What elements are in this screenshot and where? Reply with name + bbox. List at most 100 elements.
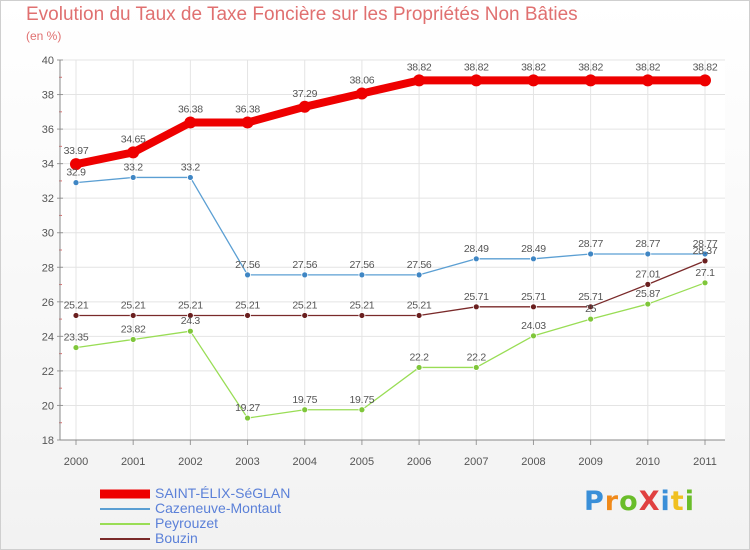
x-tick-label: 2006 xyxy=(407,456,431,468)
y-tick-label: 28 xyxy=(42,262,54,274)
data-label-saint-elix-seglan: 38.82 xyxy=(578,61,603,73)
chart-title: Evolution du Taux de Taxe Foncière sur l… xyxy=(26,4,578,25)
logo-letter: o xyxy=(619,486,639,517)
data-label-bouzin: 27.01 xyxy=(635,268,660,280)
data-point-bouzin xyxy=(72,312,80,319)
data-label-peyrouzet: 25.87 xyxy=(635,288,660,300)
legend-swatch-bouzin xyxy=(100,537,150,540)
data-point-bouzin xyxy=(587,303,595,311)
data-point-cazeneuve-montaut xyxy=(587,250,595,258)
chart-unit-label: (en %) xyxy=(26,29,62,43)
data-label-cazeneuve-montaut: 28.77 xyxy=(693,238,718,250)
data-point-peyrouzet xyxy=(244,414,251,422)
data-point-bouzin xyxy=(301,312,309,319)
data-label-peyrouzet: 19.27 xyxy=(235,402,260,414)
data-label-bouzin: 25.21 xyxy=(121,299,146,311)
data-point-peyrouzet xyxy=(587,315,595,323)
x-tick-label: 2005 xyxy=(350,456,374,468)
data-label-bouzin: 25.21 xyxy=(64,299,89,311)
logo-letter: i xyxy=(660,486,671,517)
data-label-saint-elix-seglan: 38.82 xyxy=(693,61,718,73)
data-label-cazeneuve-montaut: 28.49 xyxy=(464,243,489,255)
logo-letter: X xyxy=(638,486,661,517)
data-point-bouzin xyxy=(644,280,652,288)
data-point-peyrouzet xyxy=(530,332,537,340)
data-point-cazeneuve-montaut xyxy=(701,250,709,258)
data-point-saint-elix-seglan xyxy=(470,74,483,87)
y-tick-label: 18 xyxy=(42,435,54,447)
legend-label-saint-elix-seglan: SAINT-ÉLIX-SéGLAN xyxy=(155,485,291,501)
data-label-saint-elix-seglan: 33.97 xyxy=(64,145,89,157)
legend-label-cazeneuve-montaut: Cazeneuve-Montaut xyxy=(155,500,282,516)
data-point-peyrouzet xyxy=(701,279,709,287)
data-label-saint-elix-seglan: 38.06 xyxy=(350,75,375,87)
data-point-saint-elix-seglan xyxy=(355,87,368,100)
data-point-peyrouzet xyxy=(415,364,423,371)
x-tick-label: 2007 xyxy=(464,456,488,468)
data-label-saint-elix-seglan: 36.38 xyxy=(235,104,260,116)
data-label-peyrouzet: 22.2 xyxy=(409,351,429,363)
data-point-cazeneuve-montaut xyxy=(186,174,194,181)
data-point-saint-elix-seglan xyxy=(527,74,540,87)
x-tick-label: 2008 xyxy=(521,456,545,468)
proxiti-logo: ProXiti xyxy=(584,486,695,517)
legend-swatch-cazeneuve-montaut xyxy=(100,507,150,510)
data-label-cazeneuve-montaut: 27.56 xyxy=(292,259,317,271)
data-label-cazeneuve-montaut: 33.2 xyxy=(124,161,144,173)
data-point-saint-elix-seglan xyxy=(298,100,311,113)
y-tick-label: 24 xyxy=(42,331,54,343)
data-point-saint-elix-seglan xyxy=(699,74,711,87)
data-label-saint-elix-seglan: 38.82 xyxy=(635,61,660,73)
data-label-peyrouzet: 25 xyxy=(585,303,597,315)
x-tick-label: 2004 xyxy=(292,456,316,468)
data-label-saint-elix-seglan: 38.82 xyxy=(407,61,432,73)
series-line-peyrouzet xyxy=(75,282,706,419)
y-tick-label: 30 xyxy=(42,228,54,240)
data-point-cazeneuve-montaut xyxy=(358,271,366,279)
x-tick-label: 2002 xyxy=(178,456,202,468)
data-label-saint-elix-seglan: 38.82 xyxy=(521,61,546,73)
data-label-saint-elix-seglan: 36.38 xyxy=(178,104,203,116)
data-label-cazeneuve-montaut: 27.56 xyxy=(235,259,260,271)
data-point-saint-elix-seglan xyxy=(584,74,597,87)
data-label-cazeneuve-montaut: 28.49 xyxy=(521,243,546,255)
data-label-peyrouzet: 23.35 xyxy=(64,332,89,344)
data-point-peyrouzet xyxy=(644,300,652,308)
data-label-peyrouzet: 19.75 xyxy=(350,394,375,406)
data-label-saint-elix-seglan: 34.65 xyxy=(121,133,146,145)
logo-letter: i xyxy=(684,486,695,517)
logo-letter: r xyxy=(604,486,620,517)
data-label-peyrouzet: 23.82 xyxy=(121,323,146,335)
legend-label-peyrouzet: Peyrouzet xyxy=(155,515,219,531)
y-tick-label: 20 xyxy=(42,400,54,412)
y-tick-label: 38 xyxy=(42,90,54,102)
data-point-cazeneuve-montaut xyxy=(472,255,480,263)
x-tick-label: 2001 xyxy=(121,456,145,468)
data-point-bouzin xyxy=(472,303,480,311)
data-point-saint-elix-seglan xyxy=(127,146,140,159)
data-label-cazeneuve-montaut: 27.56 xyxy=(407,259,432,271)
data-label-bouzin: 25.21 xyxy=(407,299,432,311)
data-point-saint-elix-seglan xyxy=(241,116,254,129)
data-label-cazeneuve-montaut: 28.77 xyxy=(578,238,603,250)
data-label-bouzin: 25.21 xyxy=(292,299,317,311)
plot-area xyxy=(60,60,725,440)
data-point-bouzin xyxy=(186,312,194,319)
line-chart: 18 20 22 24 26 28 30 32 34 36 38 40 2000 2001 2002 2003… xyxy=(42,55,725,468)
series-line-cazeneuve-montaut xyxy=(75,176,705,276)
y-tick-label: 32 xyxy=(42,193,54,205)
y-tick-label: 26 xyxy=(42,297,54,309)
data-point-cazeneuve-montaut xyxy=(301,271,309,279)
data-label-peyrouzet: 22.2 xyxy=(467,351,487,363)
data-point-cazeneuve-montaut xyxy=(530,255,537,263)
y-tick-label: 22 xyxy=(42,366,54,378)
x-tick-label: 2011 xyxy=(693,456,717,468)
logo-letter: t xyxy=(670,486,685,517)
data-label-peyrouzet: 19.75 xyxy=(292,394,317,406)
y-tick-label: 34 xyxy=(42,159,54,171)
x-tick-label: 2003 xyxy=(235,456,259,468)
x-tick-label: 2000 xyxy=(64,456,88,468)
data-label-bouzin: 25.21 xyxy=(350,299,375,311)
x-tick-label: 2010 xyxy=(636,456,660,468)
data-label-bouzin: 25.71 xyxy=(464,291,489,303)
